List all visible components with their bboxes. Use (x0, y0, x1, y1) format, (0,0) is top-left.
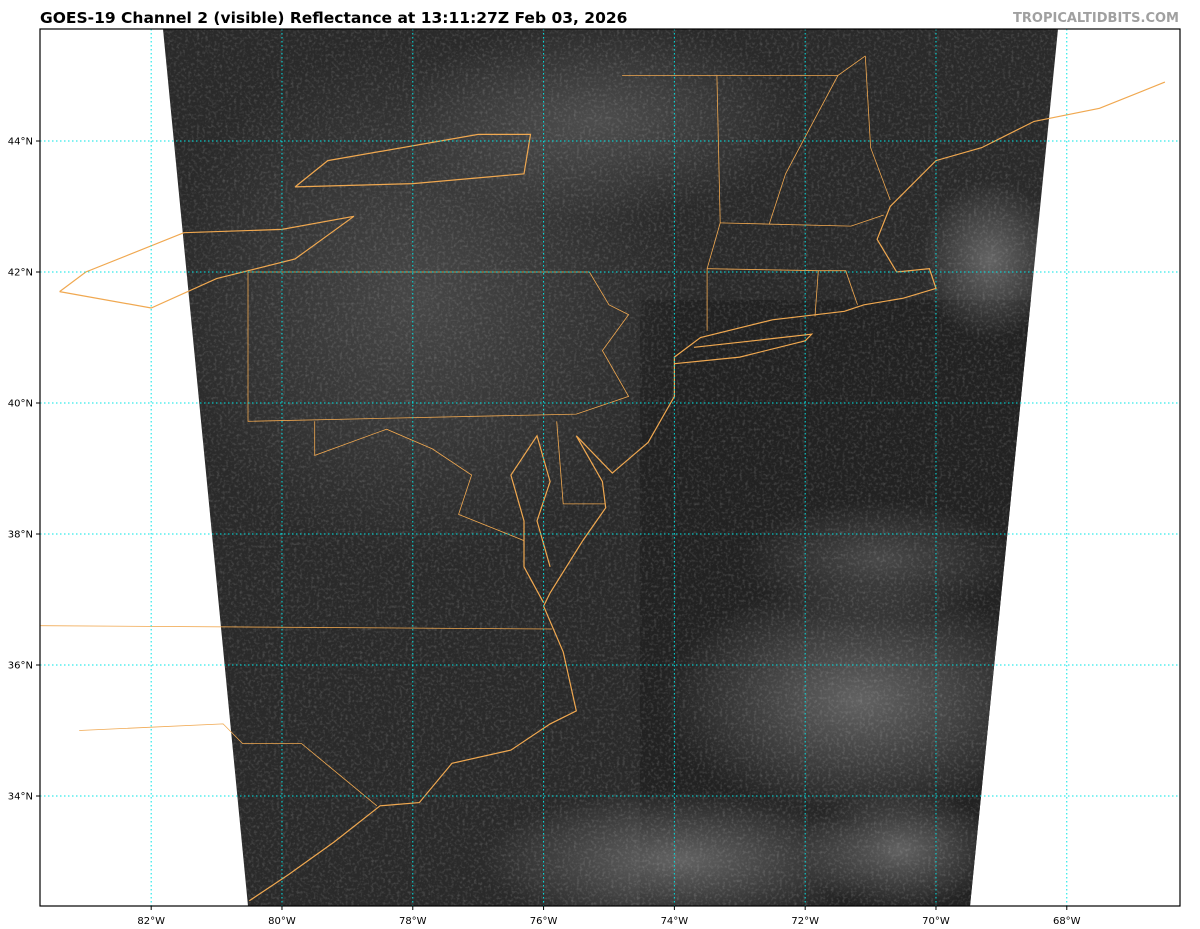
canada-border (622, 55, 866, 76)
latitude-tick-label: 36°N (8, 661, 33, 672)
latitude-tick-label: 40°N (8, 399, 33, 410)
longitude-tick-label: 72°W (791, 916, 819, 927)
ct-ri (814, 270, 819, 317)
chesapeake-bay (510, 434, 551, 604)
de-border (556, 421, 606, 505)
longitude-tick-label: 78°W (399, 916, 427, 927)
lake-ontario (294, 133, 532, 188)
longitude-tick-label: 70°W (922, 916, 950, 927)
ma-north (720, 214, 884, 227)
ny-new-england (706, 75, 721, 331)
latitude-tick-label: 44°N (8, 137, 33, 148)
lake-erie (59, 215, 355, 309)
vt-nh (768, 75, 839, 225)
longitude-tick-label: 76°W (530, 916, 558, 927)
md-va-border (314, 421, 525, 541)
longitude-tick-label: 80°W (268, 916, 296, 927)
credit-watermark: TROPICALTIDBITS.COM (1013, 11, 1179, 26)
pa-border (247, 271, 630, 422)
longitude-tick-label: 68°W (1053, 916, 1081, 927)
long-island (674, 333, 814, 365)
longitude-tick-label: 82°W (137, 916, 165, 927)
nc-sc-border (79, 723, 378, 807)
ct-ri-north (707, 268, 858, 305)
latitude-tick-label: 38°N (8, 530, 33, 541)
latitude-tick-label: 34°N (8, 792, 33, 803)
nh-me (864, 55, 891, 201)
nc-va-border (40, 625, 553, 630)
map-title: GOES-19 Channel 2 (visible) Reflectance … (40, 9, 628, 27)
map-frame (39, 28, 1181, 907)
latitude-tick-label: 42°N (8, 268, 33, 279)
satellite-imagery (163, 29, 1058, 906)
longitude-tick-label: 74°W (661, 916, 689, 927)
east-coastline (248, 81, 1166, 902)
